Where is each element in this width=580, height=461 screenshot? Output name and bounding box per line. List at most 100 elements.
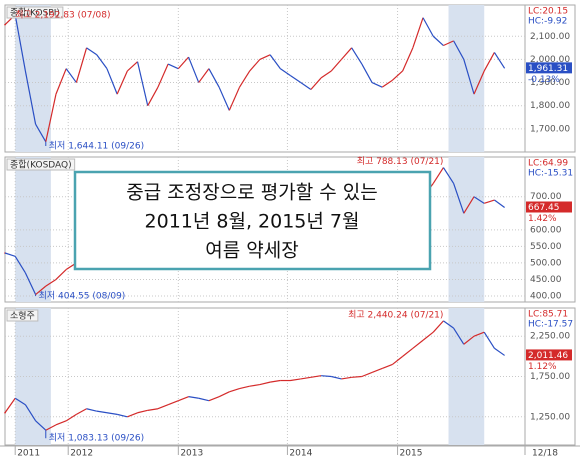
shaded-period <box>448 157 485 302</box>
y-tick-label: 700.00 <box>530 192 562 202</box>
price-segment <box>208 68 220 88</box>
panel-title: 종합(KOSPI) <box>10 8 60 19</box>
price-segment <box>463 196 475 214</box>
last-value: 667.45 <box>528 203 560 213</box>
price-segment <box>432 35 444 46</box>
price-segment <box>371 367 383 374</box>
price-segment <box>45 94 57 142</box>
high-label: 최고 2,192.83 (07/08) <box>15 10 110 21</box>
price-segment <box>463 335 475 345</box>
price-segment <box>218 86 230 111</box>
price-segment <box>310 375 322 378</box>
price-segment <box>300 82 312 90</box>
price-segment <box>422 17 434 37</box>
price-segment <box>75 47 88 83</box>
y-tick-label: 550.00 <box>530 242 562 252</box>
price-segment <box>198 68 210 83</box>
price-segment <box>351 375 362 378</box>
y-tick-label: 1,700.00 <box>530 124 570 134</box>
price-segment <box>351 47 363 65</box>
y-tick-label: 2,250.00 <box>530 332 570 342</box>
y-tick-label: 1,750.00 <box>530 372 570 382</box>
price-segment <box>76 408 87 415</box>
price-segment <box>14 397 26 406</box>
hc-label: HC:-17.57 <box>528 320 573 330</box>
y-tick-label: 500.00 <box>530 258 562 268</box>
price-segment <box>392 70 404 81</box>
low-label: 최저 404.55 (08/09) <box>39 291 126 302</box>
panel-frame <box>4 4 576 153</box>
low-label: 최저 1,644.11 (09/26) <box>49 141 144 152</box>
price-segment <box>4 397 16 414</box>
price-segment <box>443 40 454 47</box>
x-tick-label: 12/18 <box>532 449 558 459</box>
price-segment <box>55 269 67 280</box>
change-label: 1.42% <box>528 214 557 224</box>
last-value-box <box>526 62 572 74</box>
change-label: -0.13% <box>528 75 560 85</box>
price-segment <box>239 70 251 88</box>
high-label: 최고 2,440.24 (07/21) <box>348 309 443 320</box>
price-segment <box>483 52 495 72</box>
panel-title-box <box>6 6 64 19</box>
price-segment <box>187 56 200 83</box>
price-segment <box>392 355 404 365</box>
price-segment <box>279 68 291 77</box>
price-segment <box>341 47 353 60</box>
y-tick-label: 450.00 <box>530 275 562 285</box>
price-segment <box>310 77 322 90</box>
hc-label: HC:-15.31 <box>528 169 573 179</box>
price-segment <box>35 420 47 431</box>
price-segment <box>473 331 485 337</box>
price-segment <box>86 47 98 56</box>
x-tick-label: 2012 <box>70 449 93 459</box>
x-tick-label: 2011 <box>17 449 40 459</box>
price-segment <box>65 68 77 83</box>
price-segment <box>259 54 271 60</box>
lc-label: LC:20.15 <box>528 7 568 17</box>
price-segment <box>290 378 301 382</box>
price-segment <box>24 70 37 125</box>
price-segment <box>412 339 424 349</box>
price-segment <box>188 396 199 399</box>
price-segment <box>453 183 465 214</box>
price-segment <box>402 347 414 357</box>
price-segment <box>443 320 454 329</box>
price-segment <box>55 68 67 95</box>
y-tick-label: 1,800.00 <box>530 101 570 111</box>
price-segment <box>116 70 128 95</box>
price-segment <box>432 167 444 184</box>
price-segment <box>96 54 108 70</box>
y-tick-label: 1,250.00 <box>530 412 570 422</box>
callout-line: 2011년 8월, 2015년 7월 <box>145 211 360 233</box>
x-tick-label: 2013 <box>180 449 203 459</box>
high-label: 최고 788.13 (07/21) <box>357 156 444 167</box>
lc-label: LC:64.99 <box>528 159 568 169</box>
price-segment <box>290 75 302 84</box>
shaded-period <box>448 5 485 152</box>
price-segment <box>55 420 67 426</box>
price-segment <box>14 14 26 72</box>
x-tick-label: 2014 <box>289 449 312 459</box>
price-segment <box>381 79 393 88</box>
y-tick-label: 1,900.00 <box>530 78 570 88</box>
price-segment <box>422 331 434 341</box>
price-segment <box>167 63 179 70</box>
price-segment <box>14 256 26 274</box>
price-segment <box>228 86 241 111</box>
price-segment <box>382 363 393 369</box>
price-segment <box>96 410 108 414</box>
price-segment <box>249 59 261 72</box>
price-segment <box>473 196 485 204</box>
callout-box <box>73 170 432 271</box>
price-segment <box>157 63 169 88</box>
price-segment <box>320 70 332 79</box>
price-segment <box>269 54 281 70</box>
price-segment <box>106 412 118 415</box>
change-label: 1.12% <box>528 362 557 372</box>
price-segment <box>453 327 465 345</box>
price-segment <box>442 167 455 184</box>
price-segment <box>35 285 47 295</box>
price-segment <box>35 123 47 143</box>
